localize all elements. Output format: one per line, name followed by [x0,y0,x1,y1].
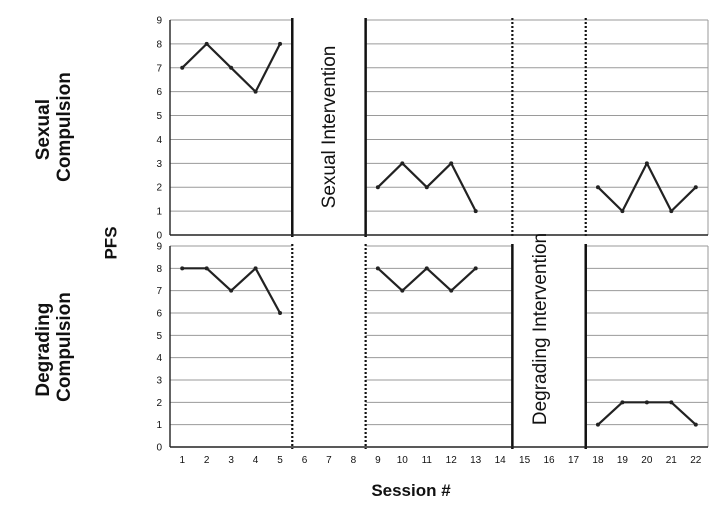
data-point-p1-x11 [424,266,429,271]
y-tick-label-p1-1: 1 [156,420,162,431]
x-tick-label-3: 3 [228,455,234,466]
y-tick-label-p0-4: 4 [156,135,162,146]
phase-label-sexual-intervention: Sexual Intervention [319,46,340,209]
x-tick-label-19: 19 [617,455,629,466]
x-tick-label-6: 6 [302,455,308,466]
row-title-sexual-compulsion: Sexual Compulsion [33,72,75,182]
data-point-p1-x2 [204,266,209,271]
data-point-p1-x1 [180,266,185,271]
x-tick-label-8: 8 [351,455,357,466]
y-tick-label-p0-8: 8 [156,39,162,50]
x-tick-label-20: 20 [641,455,653,466]
y-tick-label-p1-0: 0 [156,443,162,454]
y-tick-label-p0-2: 2 [156,183,162,194]
data-point-p1-x20 [644,400,649,405]
x-tick-label-12: 12 [446,455,458,466]
y-tick-label-p1-7: 7 [156,286,162,297]
phase-separators [291,18,587,449]
phase-label-degrading-intervention: Degrading Intervention [530,233,551,425]
x-tick-label-10: 10 [397,455,409,466]
row-title-degrading-compulsion: Degrading Compulsion [33,292,75,402]
data-point-p1-x9 [375,266,380,271]
series-line-p1-s1 [377,267,477,292]
data-point-p0-x12 [449,161,454,166]
y-tick-label-p1-4: 4 [156,353,162,364]
x-tick-label-5: 5 [277,455,283,466]
x-tick-label-9: 9 [375,455,381,466]
y-tick-label-p1-2: 2 [156,398,162,409]
x-tick-label-16: 16 [543,455,555,466]
grid-layer [170,19,709,447]
y-tick-label-p1-3: 3 [156,376,162,387]
x-tick-label-21: 21 [666,455,678,466]
data-point-p0-x2 [204,41,209,46]
y-tick-label-p0-6: 6 [156,87,162,98]
data-point-p0-x10 [400,161,405,166]
data-point-p0-x22 [693,185,698,190]
data-point-p0-x18 [595,185,600,190]
x-tick-label-11: 11 [422,455,433,466]
y-tick-label-p1-6: 6 [156,309,162,320]
x-tick-label-1: 1 [179,455,185,466]
data-point-p1-x18 [595,422,600,427]
y-axis-title: PFS [101,226,120,259]
data-point-p1-x13 [473,266,478,271]
x-tick-label-17: 17 [568,455,580,466]
x-tick-label-14: 14 [495,455,507,466]
data-point-p1-x4 [253,266,258,271]
x-tick-label-4: 4 [253,455,259,466]
data-point-p1-x19 [620,400,625,405]
x-tick-label-15: 15 [519,455,531,466]
data-point-p1-x5 [278,311,283,315]
data-point-p1-x22 [693,422,698,427]
row-title-sexual-line1: Sexual [33,99,54,160]
x-tick-label-22: 22 [690,455,702,466]
y-tick-label-p0-9: 9 [156,16,162,27]
row-title-degrading-line2: Compulsion [54,292,75,402]
y-tick-label-p0-3: 3 [156,159,162,170]
y-tick-label-p0-5: 5 [156,111,162,122]
data-point-p0-x5 [278,41,283,46]
series-line-p1-s2 [597,401,697,426]
y-tick-label-p0-7: 7 [156,63,162,74]
data-point-p1-x21 [669,400,674,405]
data-point-p1-x12 [449,288,454,293]
data-point-p1-x10 [400,288,405,293]
data-point-p0-x11 [424,185,429,190]
y-tick-label-p1-5: 5 [156,331,162,342]
y-tick-label-p0-0: 0 [156,231,162,242]
row-title-degrading-line1: Degrading [33,303,54,397]
data-point-p0-x1 [180,65,185,70]
data-point-p0-x20 [644,161,649,166]
data-point-p0-x9 [375,185,380,190]
x-tick-label-7: 7 [326,455,332,466]
x-tick-label-13: 13 [470,455,482,466]
data-point-p1-x3 [229,288,234,293]
data-series [180,41,698,427]
y-tick-label-p0-1: 1 [156,207,162,218]
axes [169,20,708,448]
data-point-p0-x21 [669,209,674,214]
y-tick-label-p1-9: 9 [156,242,162,253]
x-tick-label-18: 18 [592,455,604,466]
x-axis-title: Session # [371,481,451,500]
row-title-sexual-line2: Compulsion [54,72,75,182]
data-point-p0-x4 [253,89,258,94]
y-tick-label-p1-8: 8 [156,264,162,275]
data-point-p0-x3 [229,65,234,70]
data-point-p0-x13 [473,209,478,214]
x-tick-label-2: 2 [204,455,210,466]
data-point-p0-x19 [620,209,625,214]
